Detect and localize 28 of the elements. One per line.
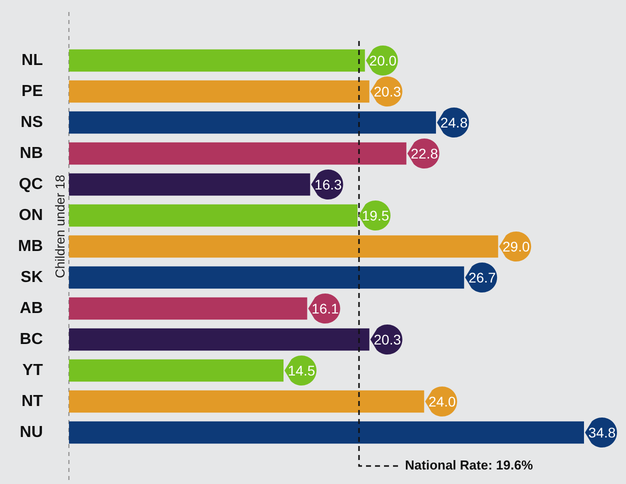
- y-tick-label: MB: [18, 238, 43, 255]
- y-tick-label: YT: [22, 362, 44, 379]
- y-tick-label: NS: [20, 114, 44, 131]
- data-label: 29.0: [502, 238, 530, 254]
- data-label: 26.7: [468, 269, 496, 286]
- y-tick-label: BC: [20, 330, 44, 348]
- data-label: 24.8: [440, 114, 468, 130]
- data-label: 14.5: [288, 362, 316, 378]
- y-tick-label: NT: [22, 392, 44, 410]
- data-label: 22.8: [410, 145, 438, 162]
- y-tick-label: QC: [18, 176, 44, 193]
- data-label: 20.0: [369, 52, 397, 68]
- data-label: 16.3: [314, 176, 342, 192]
- y-tick-label: SK: [20, 268, 44, 286]
- y-tick-label: NU: [20, 424, 43, 441]
- ref-line-label: National Rate: 19.6%: [405, 458, 534, 473]
- y-axis-title: Children under 18: [52, 174, 68, 278]
- y-tick-label: AB: [20, 300, 43, 317]
- y-tick-label: NB: [20, 144, 43, 162]
- y-tick-label: ON: [18, 206, 43, 224]
- data-label: 20.3: [374, 83, 402, 100]
- data-label: 34.8: [588, 424, 616, 440]
- data-label: 24.0: [428, 393, 456, 410]
- data-label: 20.3: [374, 331, 402, 348]
- y-tick-label: NL: [22, 52, 44, 69]
- data-label: 19.5: [362, 207, 390, 224]
- data-label: 16.1: [312, 300, 340, 316]
- y-tick-label: PE: [22, 82, 44, 100]
